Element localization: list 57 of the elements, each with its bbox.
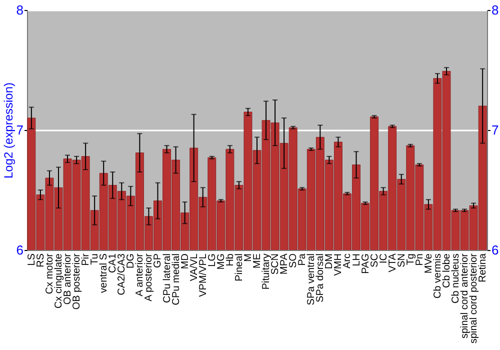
x-tick-label: MD [180,254,191,270]
x-tick-label: MPA [279,253,290,274]
x-tick-label: Cx cingulate [53,253,64,309]
x-tick-label: LS [26,253,38,266]
x-tick-label: CA1 [108,253,119,273]
x-tick-label: Tu [90,254,101,265]
x-tick-label: VTA [387,253,398,272]
x-tick-label: ME [252,253,263,268]
x-tick-label: OB anterior [62,252,74,305]
x-tick-label: IC [378,254,390,264]
x-tick-label: ventral S [98,253,110,293]
x-tick-label: spinal cord posterior [468,252,480,344]
x-tick-label: Pn [414,254,426,266]
y2-tick-label: 7 [492,122,499,138]
x-tick-label: Arc [342,254,354,268]
y-axis-title: Log2 (expression) [1,82,16,179]
x-tick-label: Cb vermis [432,254,444,299]
x-tick-label: DG [126,253,137,268]
x-tick-label: Cx motor [44,252,56,294]
x-tick-label: VA/VL [188,253,200,282]
x-tick-label: CPu lateral [162,254,173,303]
x-tick-label: SPa dorsal [315,254,326,302]
y2-tick-label: 8 [492,2,499,18]
x-tick-label: Pineal [234,254,245,282]
x-tick-label: PAG [360,253,372,274]
x-tick-label: Cb nucleus [450,254,462,304]
x-tick-label: A posterior [144,252,155,302]
x-tick-label: SO [288,253,300,268]
x-tick-label: A anterior [134,252,146,296]
x-tick-label: RS [35,253,46,268]
x-tick-label: spinal cord anterior [460,252,471,339]
x-tick-label: Cb lobe [441,253,452,288]
x-tick-label: MG [216,253,227,270]
x-tick-label: LG [206,253,218,267]
y-tick-label: 7 [16,122,24,138]
x-tick-label: M [242,254,254,262]
x-tick-label: SCN [270,254,282,275]
x-tick-label: SC [369,254,380,268]
x-tick-label: GP [152,253,164,268]
x-tick-label: LH [351,254,362,266]
x-tick-label: Hb [224,253,236,266]
x-tick-label: CPu medial [170,254,182,306]
x-tick-label: Pituitary [261,254,272,290]
x-tick-label: VMH [333,254,344,276]
x-tick-label: VPM/VPL [198,253,209,297]
x-tick-label: Tg [405,254,416,266]
x-tick-label: DM [324,254,336,270]
x-tick-label: Pa [297,253,308,266]
x-tick-label: MVe [423,253,434,274]
x-tick-label: Retina [478,253,489,282]
y-tick-label: 8 [16,2,24,18]
y2-tick-label: 6 [492,242,499,258]
y-tick-label: 6 [16,242,24,258]
x-tick-label: CA2/CA3 [116,253,128,296]
x-tick-label: OB posterior [72,252,83,310]
x-tick-label: Pir [80,252,92,266]
x-tick-label: SN [396,254,408,268]
